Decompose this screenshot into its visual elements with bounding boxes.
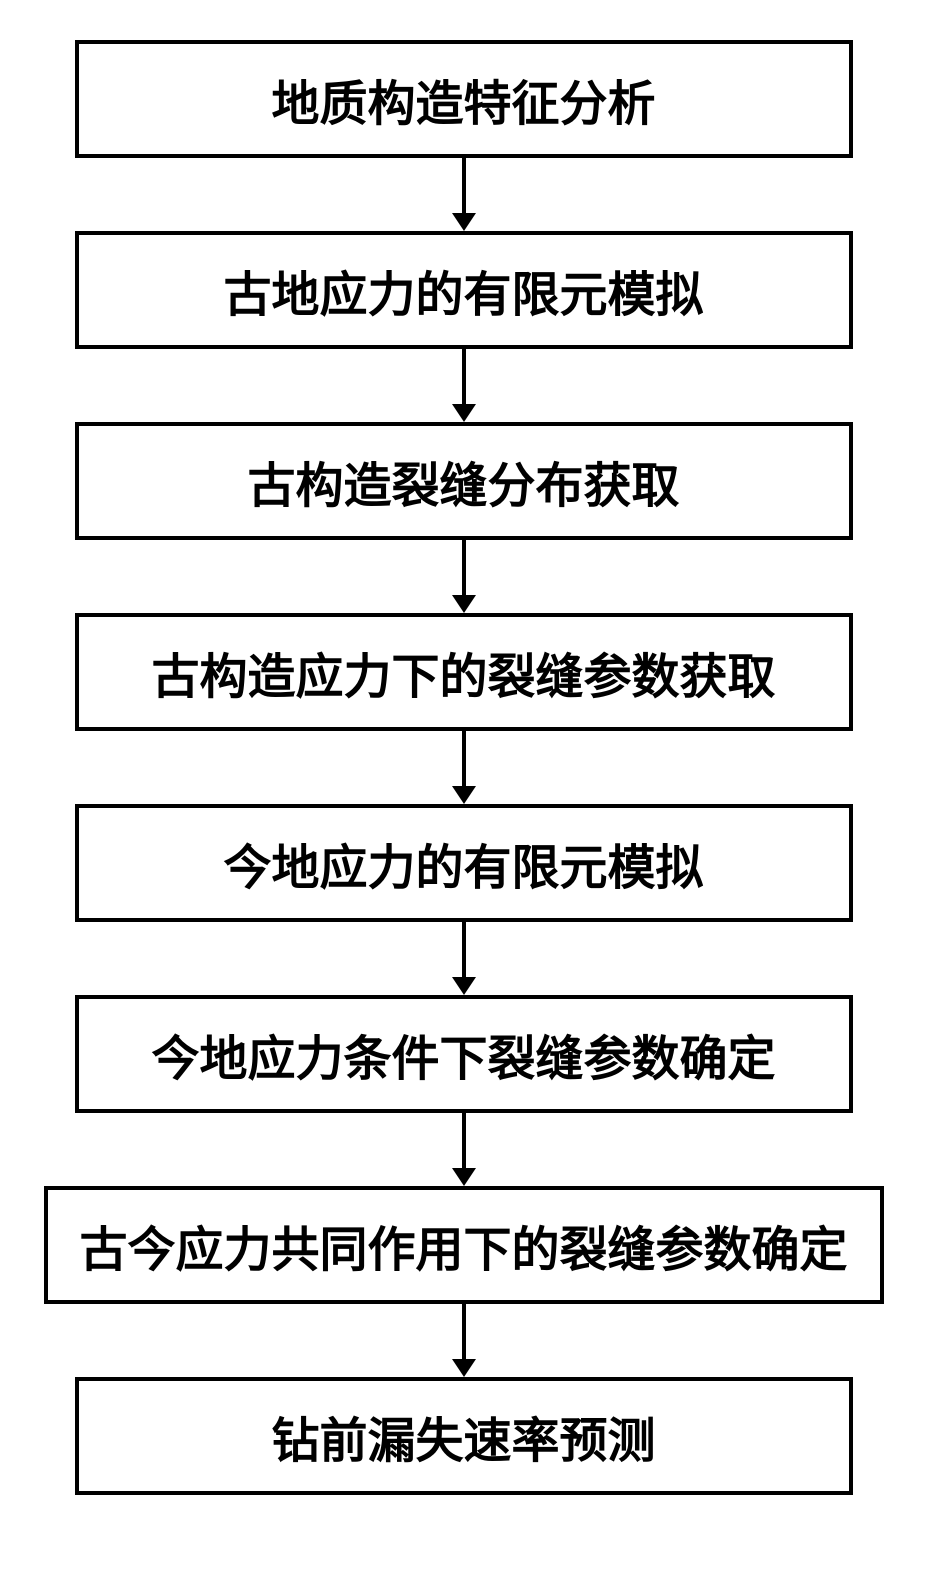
flow-arrow	[452, 540, 476, 613]
flow-arrow	[452, 158, 476, 231]
flow-arrow	[452, 922, 476, 995]
arrow-shaft	[462, 731, 466, 787]
flow-node-n1: 地质构造特征分析	[75, 40, 853, 158]
flow-arrow	[452, 1304, 476, 1377]
flow-arrow	[452, 349, 476, 422]
flowchart: 地质构造特征分析古地应力的有限元模拟古构造裂缝分布获取古构造应力下的裂缝参数获取…	[0, 40, 927, 1495]
arrow-head-icon	[452, 404, 476, 422]
flow-node-n2: 古地应力的有限元模拟	[75, 231, 853, 349]
flow-node-label: 地质构造特征分析	[271, 64, 655, 134]
arrow-head-icon	[452, 213, 476, 231]
arrow-head-icon	[452, 1359, 476, 1377]
flow-node-label: 古地应力的有限元模拟	[223, 255, 703, 325]
arrow-head-icon	[452, 1168, 476, 1186]
flow-node-label: 钻前漏失速率预测	[271, 1401, 655, 1471]
arrow-shaft	[462, 158, 466, 214]
flow-node-n4: 古构造应力下的裂缝参数获取	[75, 613, 853, 731]
arrow-shaft	[462, 349, 466, 405]
arrow-shaft	[462, 540, 466, 596]
flow-node-label: 古构造裂缝分布获取	[247, 446, 679, 516]
arrow-shaft	[462, 1113, 466, 1169]
flow-node-label: 今地应力条件下裂缝参数确定	[151, 1019, 775, 1089]
arrow-shaft	[462, 1304, 466, 1360]
flow-node-n3: 古构造裂缝分布获取	[75, 422, 853, 540]
flow-node-n8: 钻前漏失速率预测	[75, 1377, 853, 1495]
flow-node-n5: 今地应力的有限元模拟	[75, 804, 853, 922]
arrow-head-icon	[452, 595, 476, 613]
flow-node-label: 古构造应力下的裂缝参数获取	[151, 637, 775, 707]
arrow-shaft	[462, 922, 466, 978]
flow-node-label: 古今应力共同作用下的裂缝参数确定	[79, 1210, 847, 1280]
arrow-head-icon	[452, 786, 476, 804]
flow-node-n6: 今地应力条件下裂缝参数确定	[75, 995, 853, 1113]
flow-arrow	[452, 731, 476, 804]
arrow-head-icon	[452, 977, 476, 995]
flow-node-label: 今地应力的有限元模拟	[223, 828, 703, 898]
flow-node-n7: 古今应力共同作用下的裂缝参数确定	[44, 1186, 884, 1304]
flowchart-container: 地质构造特征分析古地应力的有限元模拟古构造裂缝分布获取古构造应力下的裂缝参数获取…	[0, 0, 927, 1582]
flow-arrow	[452, 1113, 476, 1186]
